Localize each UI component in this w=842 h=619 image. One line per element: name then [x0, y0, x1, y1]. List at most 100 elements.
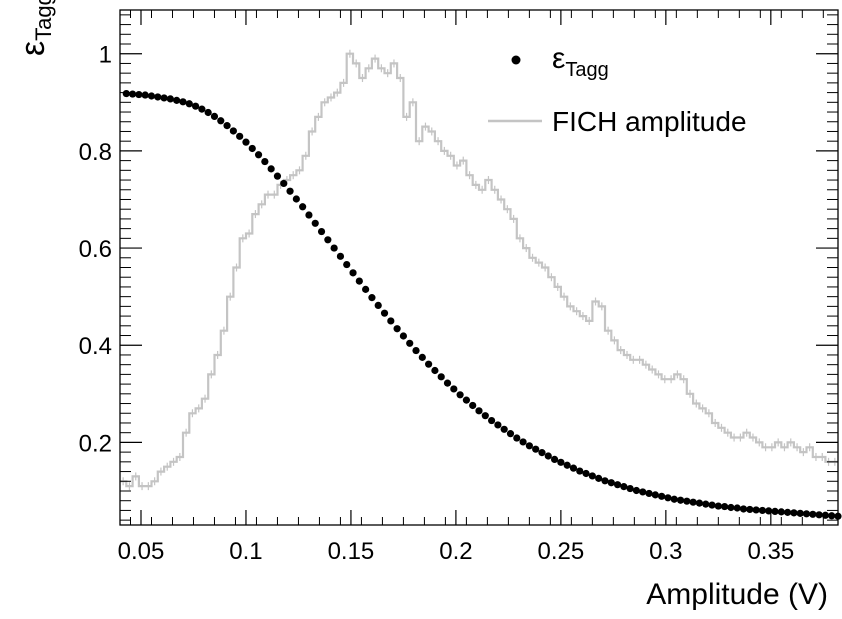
efficiency-point [135, 90, 143, 99]
efficiency-point [437, 373, 445, 381]
y-axis-title-sub: Tagg [31, 0, 56, 41]
efficiency-point [513, 434, 521, 442]
efficiency-point [506, 430, 515, 438]
efficiency-point [173, 96, 181, 104]
efficiency-point [639, 488, 647, 496]
efficiency-point [702, 500, 710, 508]
efficiency-point [273, 172, 282, 180]
efficiency-point [311, 219, 319, 227]
y-axis-title: εTagg [14, 0, 56, 56]
efficiency-point [393, 325, 401, 333]
efficiency-point [406, 339, 414, 347]
efficiency-point [588, 472, 596, 480]
efficiency-point [431, 366, 439, 375]
efficiency-point [374, 301, 382, 309]
efficiency-point [185, 100, 193, 108]
efficiency-point [299, 203, 307, 211]
efficiency-point [557, 458, 565, 466]
efficiency-point [399, 332, 408, 340]
efficiency-point [550, 455, 559, 464]
efficiency-point [336, 252, 345, 260]
efficiency-points [122, 89, 842, 520]
y-tick-label: 0.6 [79, 236, 112, 263]
efficiency-point [128, 90, 137, 98]
efficiency-point [450, 385, 458, 393]
efficiency-point [324, 236, 332, 244]
efficiency-point [481, 412, 489, 420]
x-tick-label: 0.2 [439, 538, 472, 565]
legend-label-efficiency-main: ε [552, 42, 565, 75]
efficiency-point [664, 494, 672, 502]
efficiency-point [456, 391, 464, 399]
x-tick-label: 0.35 [747, 538, 794, 565]
efficiency-point [443, 379, 452, 387]
efficiency-point [362, 285, 370, 293]
efficiency-point [122, 89, 130, 98]
efficiency-point [500, 425, 508, 433]
efficiency-point [828, 512, 836, 520]
efficiency-point [695, 499, 704, 507]
efficiency-point [229, 127, 237, 135]
efficiency-point [809, 510, 817, 518]
efficiency-point [683, 497, 691, 505]
efficiency-point [292, 195, 300, 203]
efficiency-point [733, 504, 741, 512]
efficiency-point [777, 508, 785, 516]
svg-text:εTagg: εTagg [14, 0, 56, 56]
efficiency-point [607, 479, 615, 487]
y-tick-label: 0.8 [79, 139, 112, 166]
efficiency-point [632, 486, 641, 495]
efficiency-point [815, 511, 823, 519]
legend-label-efficiency: εTagg [552, 42, 609, 81]
fich-amplitude-histogram [120, 49, 838, 491]
efficiency-point [746, 505, 754, 514]
x-tick-label: 0.05 [118, 538, 165, 565]
x-tick-label: 0.1 [229, 538, 262, 565]
efficiency-point [349, 269, 357, 277]
efficiency-point [620, 483, 628, 491]
efficiency-point [487, 416, 496, 425]
efficiency-point [261, 157, 269, 166]
efficiency-point [141, 91, 149, 99]
legend-label-histogram: FICH amplitude [552, 106, 747, 137]
efficiency-point [689, 498, 697, 506]
efficiency-point [714, 502, 722, 510]
efficiency-point [544, 452, 552, 460]
efficiency-point [721, 502, 729, 511]
efficiency-point [236, 132, 244, 140]
x-tick-label: 0.25 [538, 538, 585, 565]
efficiency-point [280, 179, 288, 188]
efficiency-point [752, 506, 760, 514]
y-tick-label: 0.4 [79, 333, 112, 360]
y-axis: 0.2 0.4 0.6 0.8 1 [79, 14, 838, 521]
y-axis-title-main: ε [14, 41, 52, 56]
efficiency-point [525, 442, 533, 450]
efficiency-point [204, 108, 212, 117]
efficiency-point [330, 244, 338, 252]
x-tick-label: 0.3 [649, 538, 682, 565]
efficiency-point [462, 396, 471, 404]
legend-marker-efficiency [511, 55, 521, 65]
efficiency-point [198, 105, 206, 113]
efficiency-point [651, 491, 659, 499]
efficiency-point [425, 360, 433, 368]
efficiency-point [210, 112, 219, 121]
efficiency-point [676, 496, 685, 504]
efficiency-point [658, 492, 666, 500]
x-axis-title: Amplitude (V) [646, 578, 828, 611]
legend: εTagg FICH amplitude [488, 42, 747, 137]
efficiency-point [412, 346, 420, 355]
efficiency-point [613, 481, 622, 489]
efficiency-point [802, 510, 811, 518]
efficiency-point [601, 477, 609, 485]
efficiency-point [160, 94, 168, 102]
efficiency-point [380, 309, 389, 317]
efficiency-point [179, 98, 187, 106]
efficiency-point [739, 505, 748, 513]
efficiency-point [267, 165, 275, 173]
efficiency-point [154, 93, 162, 101]
efficiency-point [368, 294, 376, 302]
efficiency-point [387, 317, 395, 325]
